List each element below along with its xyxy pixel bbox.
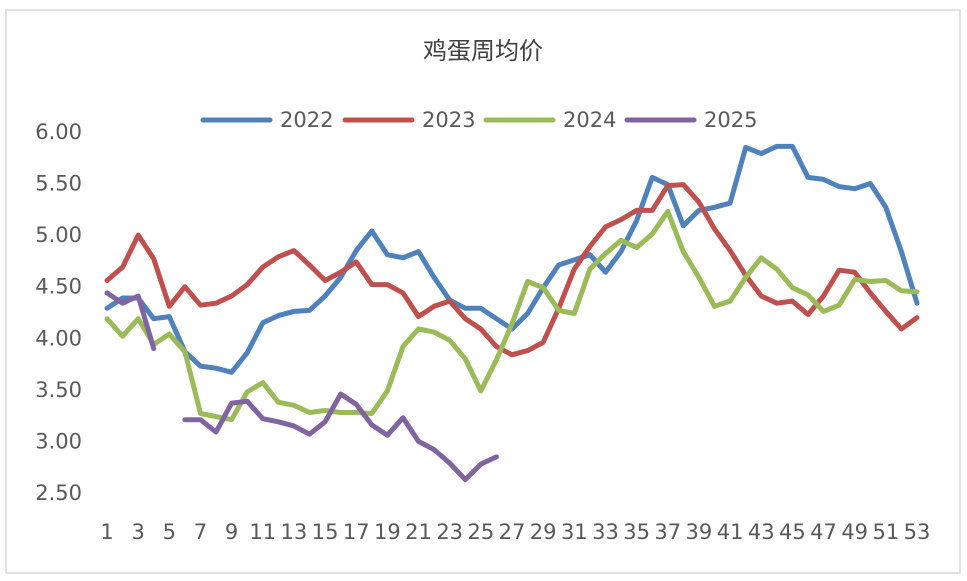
x-tick-label: 23: [436, 520, 463, 544]
y-tick-label: 5.50: [35, 172, 82, 196]
y-tick-label: 4.00: [35, 326, 82, 350]
x-tick-label: 31: [561, 520, 588, 544]
x-tick-label: 27: [499, 520, 526, 544]
x-tick-label: 37: [654, 520, 681, 544]
y-tick-label: 3.50: [35, 378, 82, 402]
y-tick-label: 5.00: [35, 223, 82, 247]
x-tick-label: 9: [225, 520, 238, 544]
x-tick-label: 43: [748, 520, 775, 544]
legend-label: 2022: [280, 108, 333, 132]
x-tick-label: 1: [100, 520, 113, 544]
x-tick-label: 47: [810, 520, 837, 544]
x-tick-label: 33: [592, 520, 619, 544]
x-tick-label: 45: [779, 520, 806, 544]
x-tick-label: 13: [281, 520, 308, 544]
x-tick-label: 7: [194, 520, 207, 544]
x-tick-label: 29: [530, 520, 557, 544]
x-tick-label: 49: [841, 520, 868, 544]
legend-label: 2024: [563, 108, 616, 132]
x-tick-label: 25: [467, 520, 494, 544]
x-tick-label: 21: [405, 520, 432, 544]
y-tick-label: 3.00: [35, 429, 82, 453]
y-tick-label: 2.50: [35, 481, 82, 505]
x-tick-label: 5: [163, 520, 176, 544]
x-tick-label: 39: [686, 520, 713, 544]
series-line: [104, 290, 499, 483]
series-line: [104, 182, 920, 358]
x-tick-label: 19: [374, 520, 401, 544]
x-tick-label: 41: [717, 520, 744, 544]
chart-border: [5, 9, 961, 574]
x-tick-label: 3: [131, 520, 144, 544]
x-tick-label: 51: [872, 520, 899, 544]
chart-title: 鸡蛋周均价: [423, 37, 543, 65]
x-tick-label: 17: [343, 520, 370, 544]
x-tick-label: 15: [312, 520, 339, 544]
y-tick-label: 4.50: [35, 275, 82, 299]
x-tick-label: 11: [249, 520, 276, 544]
y-tick-label: 6.00: [35, 120, 82, 144]
legend-label: 2025: [704, 108, 757, 132]
x-tick-label: 35: [623, 520, 650, 544]
x-tick-label: 53: [904, 520, 931, 544]
legend-label: 2023: [422, 108, 475, 132]
